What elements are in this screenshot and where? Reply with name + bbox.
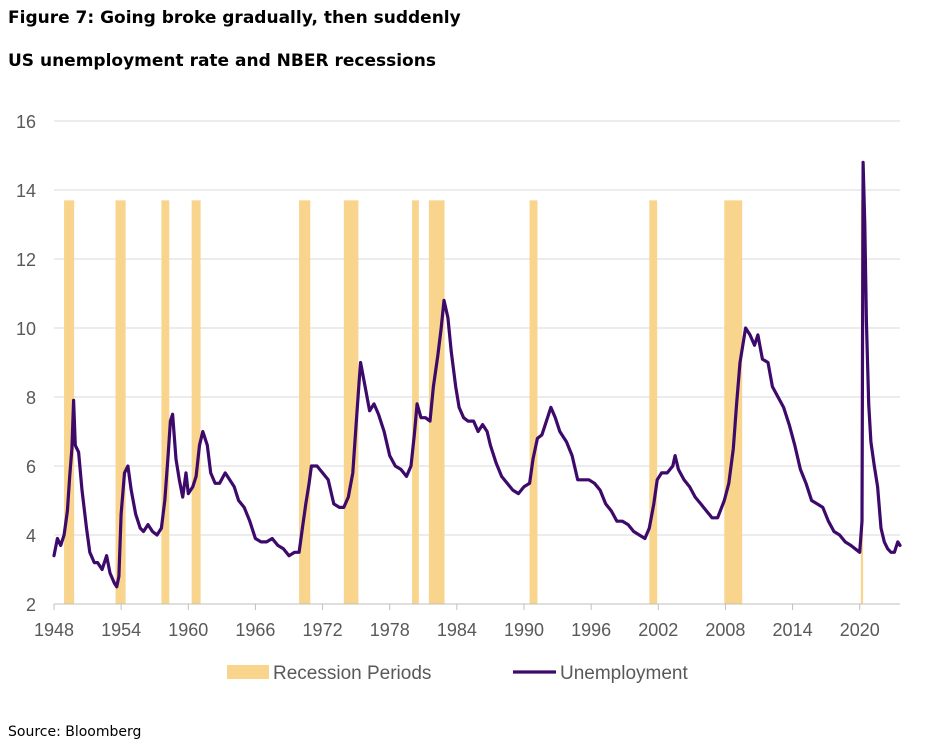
x-tick-marks: [53, 604, 861, 610]
legend-unemployment-label: Unemployment: [560, 663, 688, 684]
recession-bars: [64, 200, 864, 604]
x-tick-label-1984: 1984: [437, 620, 477, 640]
figure-title: Figure 7: Going broke gradually, then su…: [8, 8, 461, 28]
unemployment-line: [52, 160, 902, 589]
y-tick-label-12: 12: [16, 250, 36, 270]
x-tick-label-2002: 2002: [638, 620, 678, 640]
legend: Recession Periods Unemployment: [227, 663, 688, 684]
x-tick-label-1954: 1954: [101, 620, 141, 640]
x-tick-label-1966: 1966: [235, 620, 275, 640]
recession-bar-5: [343, 200, 359, 604]
y-tick-label-10: 10: [16, 319, 36, 339]
chart-title: US unemployment rate and NBER recessions: [8, 51, 436, 71]
x-tick-label-1978: 1978: [370, 620, 410, 640]
y-tick-label-2: 2: [26, 595, 36, 615]
recession-bar-9: [649, 200, 658, 604]
y-tick-label-8: 8: [26, 388, 36, 408]
recession-bar-7: [428, 200, 445, 604]
x-tick-label-2014: 2014: [773, 620, 813, 640]
recession-bar-1: [115, 200, 126, 604]
y-tick-label-14: 14: [16, 181, 36, 201]
y-tick-labels: 2 4 6 8 10 12 14 16: [16, 112, 36, 615]
recession-bar-10: [724, 200, 743, 604]
y-tick-label-16: 16: [16, 112, 36, 132]
legend-recession-swatch: [227, 665, 269, 679]
recession-bar-8: [529, 200, 538, 604]
recession-bar-2: [161, 200, 170, 604]
y-tick-label-4: 4: [26, 526, 36, 546]
x-tick-label-1996: 1996: [571, 620, 611, 640]
y-tick-label-6: 6: [26, 457, 36, 477]
x-tick-label-2008: 2008: [705, 620, 745, 640]
unemployment-chart: 2 4 6 8 10 12 14 16 1948 1954 1960 1966 1972 1978 198…: [16, 112, 902, 684]
x-tick-label-2020: 2020: [840, 620, 880, 640]
x-tick-label-1948: 1948: [34, 620, 74, 640]
gridlines: [54, 120, 900, 536]
source-note: Source: Bloomberg: [8, 724, 142, 740]
recession-bar-6: [412, 200, 419, 604]
legend-recession-label: Recession Periods: [273, 663, 431, 684]
x-tick-labels: 1948 1954 1960 1966 1972 1978 1984 1990 1996 2002…: [34, 620, 880, 640]
x-tick-label-1960: 1960: [168, 620, 208, 640]
recession-bar-4: [299, 200, 311, 604]
x-tick-label-1990: 1990: [504, 620, 544, 640]
recession-bar-3: [191, 200, 201, 604]
recession-bar-0: [64, 200, 75, 604]
x-tick-label-1972: 1972: [303, 620, 343, 640]
